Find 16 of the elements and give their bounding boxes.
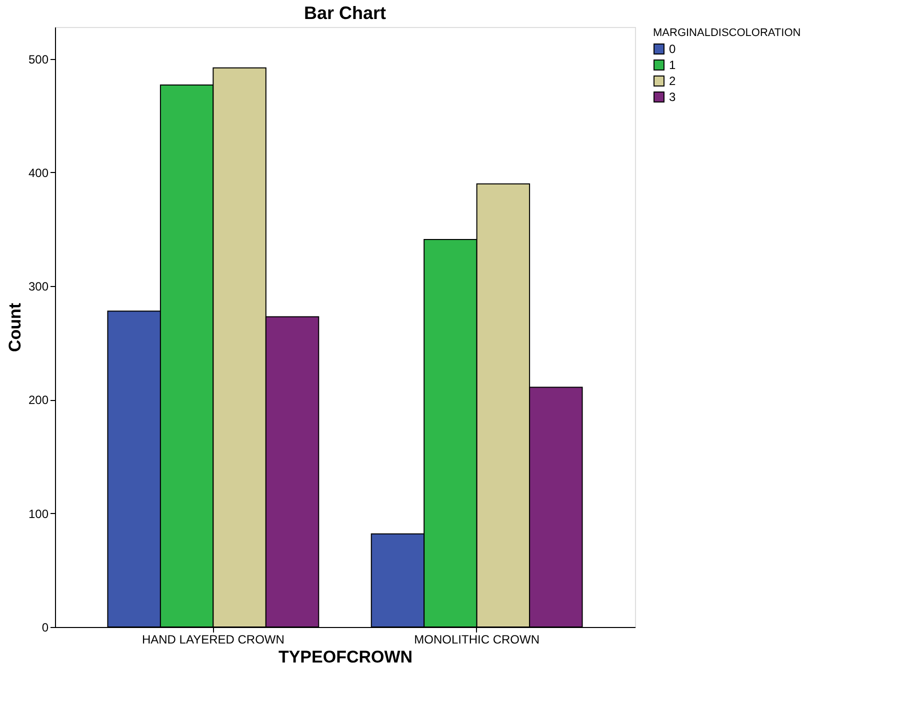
y-axis-title: Count (5, 302, 24, 352)
x-axis-title: TYPEOFCROWN (278, 648, 413, 666)
y-tick-label: 300 (28, 280, 49, 294)
y-tick-label: 500 (28, 52, 49, 66)
legend-label: 1 (669, 58, 676, 72)
legend-title: MARGINALDISCOLORATION (653, 27, 801, 39)
x-tick-label: HAND LAYERED CROWN (142, 632, 284, 646)
y-tick-label: 0 (42, 620, 49, 634)
legend-label: 0 (669, 42, 676, 56)
legend-label: 2 (669, 74, 676, 88)
x-tick-label: MONOLITHIC CROWN (414, 632, 540, 646)
y-tick-label: 200 (28, 393, 49, 408)
legend-label: 3 (669, 90, 676, 104)
y-tick-label: 100 (28, 506, 49, 521)
chart-title: Bar Chart (304, 3, 386, 23)
y-tick-label: 400 (28, 166, 49, 180)
